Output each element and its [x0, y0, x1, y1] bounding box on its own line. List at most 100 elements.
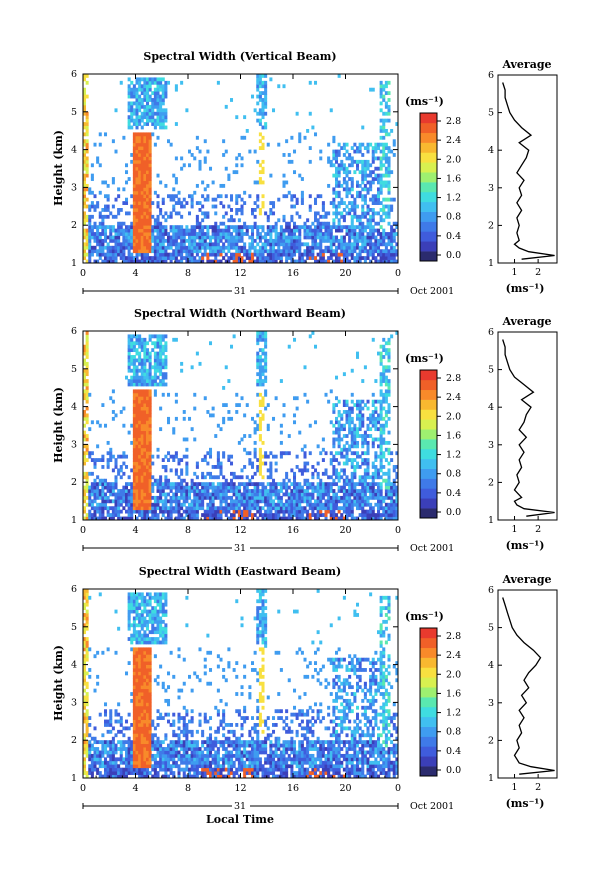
- heatmap-cell: [140, 382, 144, 387]
- heatmap-cell: [106, 214, 110, 219]
- heatmap-cell: [340, 413, 344, 418]
- heatmap-cell: [106, 482, 110, 487]
- heatmap-cell: [371, 146, 375, 150]
- heatmap-cell: [298, 225, 302, 230]
- heatmap-cell: [132, 365, 136, 370]
- heatmap-cell: [164, 372, 168, 377]
- heatmap-cell: [132, 485, 136, 490]
- heatmap-cell: [321, 208, 325, 212]
- heatmap-cell: [282, 502, 286, 507]
- heatmap-cell: [174, 122, 178, 126]
- heatmap-cell: [172, 228, 176, 233]
- heatmap-cell: [101, 502, 105, 507]
- heatmap-cell: [230, 454, 234, 459]
- heatmap-cell: [361, 173, 365, 178]
- heatmap-cell: [219, 495, 223, 500]
- heatmap-cell: [130, 492, 134, 497]
- heatmap-cell: [366, 252, 370, 257]
- heatmap-cell: [227, 489, 231, 493]
- heatmap-cell: [148, 77, 152, 82]
- heatmap-cell: [327, 245, 331, 250]
- heatmap-cell: [132, 159, 136, 164]
- heatmap-cell: [377, 166, 381, 171]
- heatmap-cell: [316, 235, 320, 240]
- heatmap-cell: [377, 156, 381, 161]
- average-y-tick-label: 1: [488, 258, 494, 269]
- heatmap-cell: [88, 259, 92, 264]
- heatmap-cell: [264, 249, 268, 254]
- heatmap-cell: [384, 440, 388, 445]
- heatmap-cell: [180, 252, 184, 257]
- heatmap-cell: [195, 499, 199, 504]
- heatmap-cell: [384, 423, 388, 428]
- colorbar-swatch: [420, 132, 437, 143]
- heatmap-cell: [340, 252, 344, 257]
- heatmap-cell: [148, 382, 152, 387]
- heatmap-cell: [371, 475, 375, 480]
- heatmap-cell: [258, 132, 262, 137]
- heatmap-cell: [224, 502, 228, 507]
- heatmap-cell: [104, 238, 108, 243]
- heatmap-cell: [85, 80, 89, 85]
- heatmap-cell: [169, 489, 173, 493]
- heatmap-cell: [227, 235, 231, 240]
- x-tick-label: 0: [395, 268, 401, 279]
- heatmap-cell: [88, 767, 92, 772]
- heatmap-cell: [332, 242, 336, 247]
- heatmap-cell: [101, 454, 105, 459]
- heatmap-cell: [111, 764, 115, 769]
- heatmap-cell: [143, 358, 147, 363]
- heatmap-cell: [298, 232, 302, 236]
- heatmap-cell: [258, 427, 262, 432]
- heatmap-cell: [258, 365, 262, 370]
- heatmap-cell: [132, 420, 136, 425]
- heatmap-cell: [93, 461, 97, 466]
- heatmap-cell: [201, 475, 205, 480]
- heatmap-cell: [135, 468, 139, 473]
- heatmap-cell: [151, 334, 155, 339]
- heatmap-cell: [106, 743, 110, 748]
- heatmap-cell: [235, 499, 239, 504]
- heatmap-cell: [198, 361, 202, 366]
- heatmap-cell: [395, 499, 399, 504]
- heatmap-cell: [361, 177, 365, 181]
- heatmap-cell: [182, 509, 186, 514]
- heatmap-cell: [235, 245, 239, 250]
- heatmap-cell: [261, 489, 265, 493]
- heatmap-cell: [135, 341, 139, 346]
- heatmap-cell: [253, 149, 257, 154]
- heatmap-cell: [314, 506, 318, 511]
- heatmap-cell: [127, 379, 131, 383]
- heatmap-cell: [93, 509, 97, 514]
- heatmap-cell: [361, 214, 365, 219]
- heatmap-cell: [201, 252, 205, 257]
- heatmap-cell: [159, 495, 163, 500]
- heatmap-cell: [135, 204, 139, 209]
- heatmap-cell: [83, 757, 87, 762]
- heatmap-cell: [379, 430, 383, 435]
- heatmap-cell: [327, 142, 331, 147]
- heatmap-cell: [143, 177, 147, 181]
- heatmap-cell: [130, 159, 134, 164]
- heatmap-cell: [390, 225, 394, 230]
- heatmap-cell: [282, 214, 286, 219]
- heatmap-cell: [140, 344, 144, 349]
- heatmap-cell: [125, 495, 129, 500]
- heatmap-cell: [293, 475, 297, 480]
- heatmap-cell: [237, 403, 241, 407]
- heatmap-cell: [146, 135, 150, 140]
- heatmap-cell: [384, 111, 388, 116]
- heatmap-cell: [337, 434, 341, 438]
- heatmap-cell: [148, 403, 152, 407]
- heatmap-cell: [93, 760, 97, 765]
- heatmap-cell: [319, 221, 323, 226]
- heatmap-cell: [119, 249, 123, 254]
- heatmap-cell: [319, 502, 323, 507]
- heatmap-cell: [146, 211, 150, 216]
- heatmap-cell: [122, 516, 126, 521]
- heatmap-cell: [390, 170, 394, 175]
- heatmap-cell: [237, 440, 241, 445]
- colorbar-swatch: [420, 399, 437, 410]
- heatmap-cell: [164, 228, 168, 233]
- heatmap-cell: [337, 238, 341, 243]
